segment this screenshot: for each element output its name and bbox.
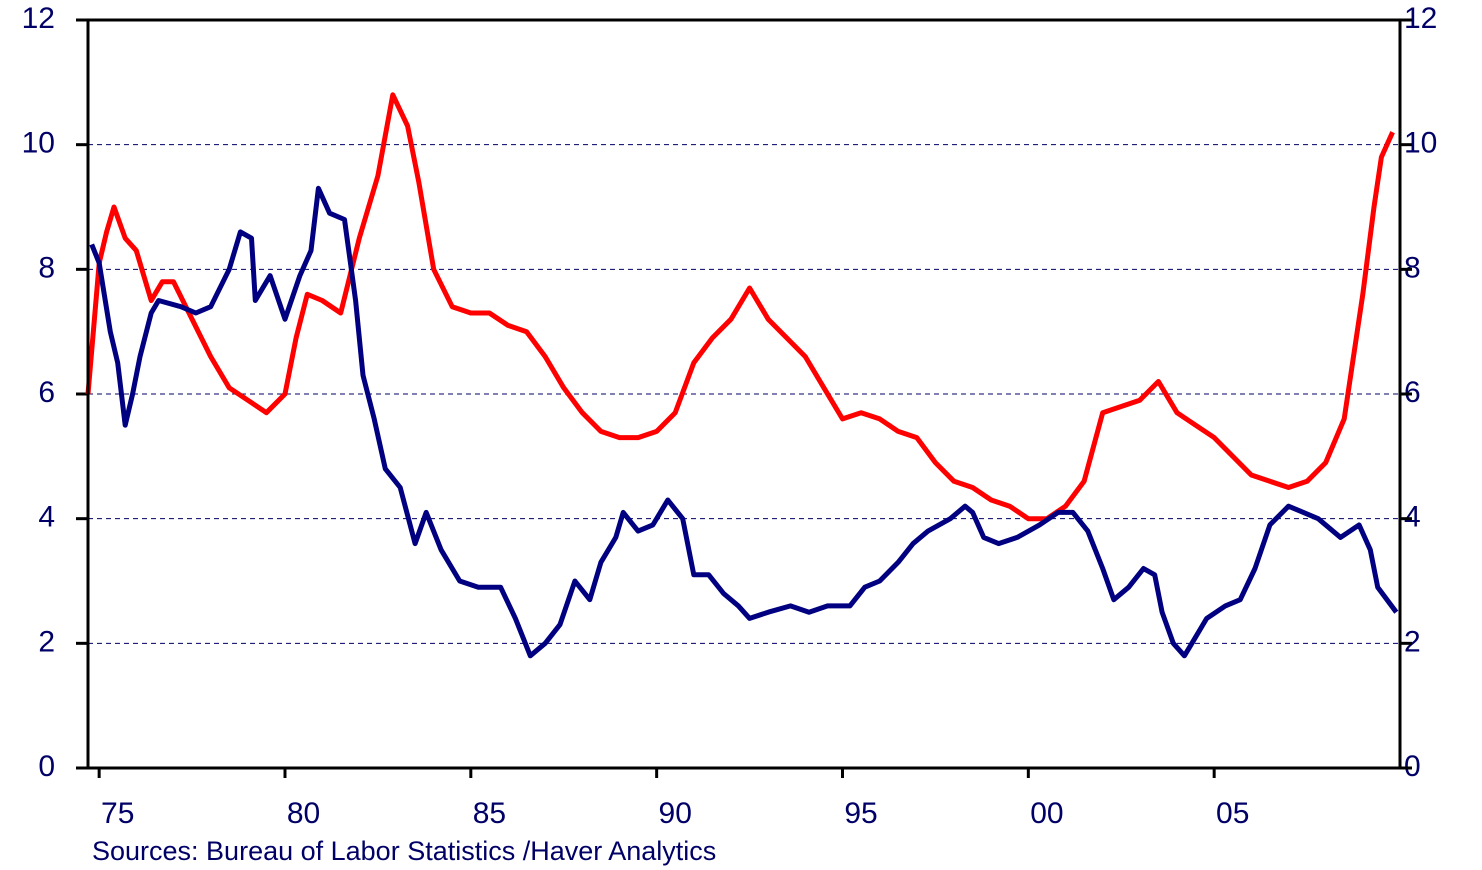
y-tick-label: 2 [38,625,55,658]
x-tick-label: 95 [844,797,877,830]
y-tick-label: 10 [22,127,55,160]
y2-tick-label: 12 [1404,2,1437,35]
y2-tick-label: 6 [1404,376,1421,409]
x-tick-label: 80 [287,797,320,830]
y-tick-label: 8 [38,251,55,284]
x-tick-label: 85 [473,797,506,830]
x-tick-label: 75 [101,797,134,830]
y2-tick-label: 2 [1404,625,1421,658]
y-tick-label: 6 [38,376,55,409]
y2-tick-label: 10 [1404,127,1437,160]
y2-tick-label: 0 [1404,750,1421,783]
series-line [85,92,1395,522]
plot-frame [86,18,1402,770]
y-tick-label: 12 [22,2,55,35]
y-tick-label: 4 [38,501,55,534]
source-note: Sources: Bureau of Labor Statistics /Hav… [92,836,716,866]
x-tick-label: 05 [1216,797,1249,830]
y-tick-label: 0 [38,750,55,783]
x-tick-label: 90 [659,797,692,830]
series-line [89,185,1399,659]
y2-tick-label: 8 [1404,251,1421,284]
y2-tick-label: 4 [1404,501,1421,534]
x-tick-label: 00 [1030,797,1063,830]
